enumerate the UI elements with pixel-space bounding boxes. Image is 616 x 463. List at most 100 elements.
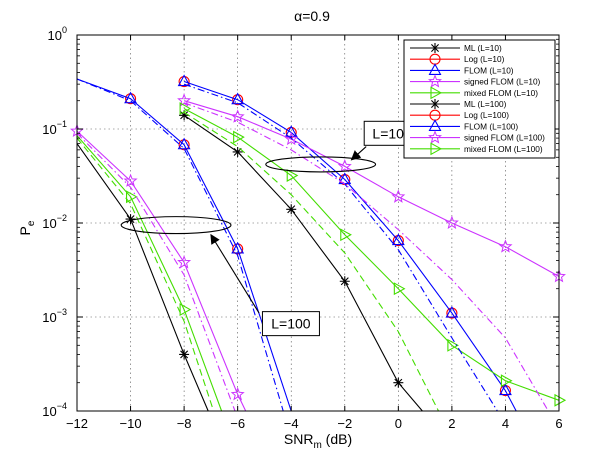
annotation-arrow xyxy=(350,146,367,161)
y-tick-label-base: 10 xyxy=(42,122,56,137)
series-9 xyxy=(76,135,223,412)
data-point xyxy=(233,130,245,144)
x-tick-label: −4 xyxy=(284,416,299,431)
data-point xyxy=(232,146,243,157)
x-tick-label: −12 xyxy=(66,416,88,431)
y-tick-label-base: 10 xyxy=(48,28,62,43)
y-tick-label-base: 10 xyxy=(42,404,56,419)
data-point xyxy=(123,173,138,187)
series-15 xyxy=(76,137,215,412)
y-tick-label: 10−2 xyxy=(42,213,67,231)
data-point xyxy=(177,74,191,87)
y-axis-label-subscript: e xyxy=(26,220,37,226)
legend-label: Log (L=100) xyxy=(464,110,509,120)
chart-title: α=0.9 xyxy=(294,8,330,24)
y-tick-label-exponent: 0 xyxy=(62,25,67,35)
series-line xyxy=(183,111,439,412)
data-point xyxy=(445,305,459,318)
legend-label: ML (L=10) xyxy=(464,43,502,53)
data-point xyxy=(179,303,192,316)
legend-label: mixed FLOM (L=100) xyxy=(464,144,543,154)
annotation-1: L=100 xyxy=(120,216,320,337)
series-line xyxy=(183,80,517,412)
series-12 xyxy=(183,111,439,412)
y-tick-label: 10−1 xyxy=(42,119,67,137)
data-point xyxy=(284,131,299,146)
data-point xyxy=(179,349,190,360)
data-point xyxy=(337,159,352,173)
annotation-ellipse xyxy=(120,216,232,235)
y-tick-label: 10−4 xyxy=(42,401,67,419)
data-point xyxy=(391,189,406,203)
y-axis-label: Pe xyxy=(17,220,37,235)
legend-marker xyxy=(430,99,440,109)
x-tick-label: 0 xyxy=(395,416,402,431)
data-point xyxy=(340,228,352,242)
annotation-arrow xyxy=(210,233,260,314)
data-point xyxy=(284,125,298,137)
legend-label: mixed FLOM (L=10) xyxy=(464,88,538,98)
annotation-ellipse xyxy=(265,156,377,173)
data-point xyxy=(230,387,245,401)
x-axis-label-subscript: m xyxy=(313,440,321,451)
series-line xyxy=(183,108,560,401)
legend-label: FLOM (L=100) xyxy=(464,121,518,131)
legend: ML (L=10)Log (L=10)FLOM (L=10) signed FLO… xyxy=(403,39,556,159)
data-point xyxy=(230,109,245,123)
legend-marker xyxy=(428,130,442,144)
data-point xyxy=(179,102,192,115)
y-tick-label: 10−3 xyxy=(42,307,67,325)
y-tick-label-exponent: −1 xyxy=(57,119,67,129)
y-tick-label-exponent: −4 xyxy=(57,401,67,411)
data-point xyxy=(231,92,245,105)
data-point xyxy=(393,377,404,388)
data-point xyxy=(177,137,191,150)
legend-entry: ML (L=10) xyxy=(410,43,502,53)
legend-label: ML (L=100) xyxy=(464,99,507,109)
data-point xyxy=(339,276,350,287)
series-line xyxy=(76,130,247,412)
data-point xyxy=(177,255,192,269)
legend-marker xyxy=(430,86,443,100)
legend-entry: signed FLOM (L=100) xyxy=(410,130,545,144)
series-3 xyxy=(177,93,566,283)
data-point xyxy=(286,204,297,215)
legend-entry: mixed FLOM (L=10) xyxy=(410,86,538,100)
x-axis-label-main: SNR xyxy=(284,431,314,447)
series-line xyxy=(183,100,560,277)
series-line xyxy=(183,114,423,412)
x-tick-label: 2 xyxy=(448,416,455,431)
y-tick-label-base: 10 xyxy=(42,216,56,231)
legend-label: signed FLOM (L=10) xyxy=(464,77,541,87)
series-14 xyxy=(76,132,236,412)
data-point xyxy=(125,214,136,225)
data-point xyxy=(391,233,405,246)
x-tick-label: 4 xyxy=(502,416,509,431)
x-axis-label: SNRm (dB) xyxy=(284,431,352,451)
y-tick-label-exponent: −3 xyxy=(57,307,67,317)
legend-label: Log (L=10) xyxy=(464,54,505,64)
legend-entry: mixed FLOM (L=100) xyxy=(410,142,543,156)
series-line xyxy=(76,137,215,412)
legend-label: signed FLOM (L=100) xyxy=(464,133,545,143)
series-7 xyxy=(76,78,292,412)
legend-entry: signed FLOM (L=10) xyxy=(410,74,541,88)
x-tick-label: 6 xyxy=(555,416,562,431)
data-point xyxy=(444,215,459,230)
data-point xyxy=(393,282,406,296)
series-5 xyxy=(76,143,209,412)
series-line xyxy=(76,78,292,412)
legend-label: FLOM (L=10) xyxy=(464,65,514,75)
series-0 xyxy=(179,110,423,412)
data-point xyxy=(231,241,245,254)
data-point xyxy=(179,110,190,121)
y-axis-label-main: P xyxy=(17,226,33,235)
series-line xyxy=(76,132,236,412)
x-tick-label: −8 xyxy=(177,416,192,431)
y-tick-label-exponent: −2 xyxy=(57,213,67,223)
series-layer xyxy=(70,74,567,412)
x-axis-label-unit: (dB) xyxy=(322,431,352,447)
x-tick-label: −10 xyxy=(120,416,142,431)
